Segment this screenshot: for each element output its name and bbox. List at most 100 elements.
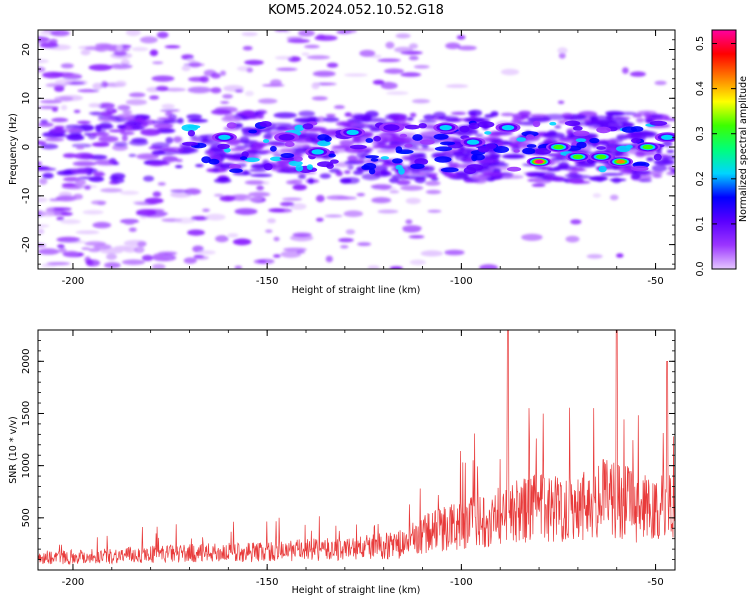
spectrogram-cell: [61, 183, 77, 187]
spectrogram-cell: [157, 182, 166, 186]
spectrogram-cell: [347, 155, 358, 162]
spectrogram-cell: [622, 67, 629, 74]
spectrogram-cell: [279, 148, 295, 154]
spectrogram-cell: [60, 211, 73, 216]
spectrogram-cell: [98, 135, 119, 143]
spectrogram-band-cell: [349, 144, 367, 150]
spectrogram-cell: [192, 245, 204, 253]
spectrogram-cell: [62, 250, 79, 257]
spectrogram-band-cell: [395, 164, 403, 170]
spectrogram-cell: [84, 185, 91, 190]
spectrogram-cell: [398, 114, 407, 120]
spectrogram-cell: [252, 142, 268, 147]
spectrogram-cell: [93, 172, 106, 177]
spectrogram-cell: [564, 173, 583, 178]
spectrogram-cell: [570, 219, 582, 225]
spectrogram-cell: [344, 73, 368, 77]
spectrogram-cell: [413, 65, 430, 69]
spectrogram-cell: [336, 196, 357, 200]
spectrogram-cell: [42, 172, 54, 179]
spectrogram-cell: [82, 210, 104, 215]
spectrogram-cell: [80, 49, 91, 56]
spectrogram-cell: [558, 52, 566, 59]
spectrogram-cell: [184, 188, 201, 195]
spectrogram-cell: [88, 103, 101, 108]
spectrogram-cell: [389, 177, 399, 184]
spectrogram-cell: [38, 122, 54, 127]
spectrogram-cell: [183, 257, 197, 264]
spectrogram-cell: [389, 266, 403, 269]
spectrogram-cell: [409, 112, 417, 118]
spectrogram-cell: [187, 229, 205, 236]
spectrogram-band-cell: [434, 156, 452, 163]
spectrogram-band-cell: [399, 133, 408, 138]
spectrogram-cell: [241, 32, 258, 37]
spectrogram-cell: [649, 114, 663, 119]
spectrogram-cell: [181, 65, 191, 72]
spectrogram-cell: [394, 46, 413, 53]
spectrogram-band-cell: [330, 159, 339, 164]
spectrogram-cell: [500, 68, 520, 76]
spectrogram-cell: [409, 43, 418, 49]
spectrogram-band-cell: [631, 165, 649, 172]
spectrogram-cell: [340, 245, 349, 249]
spectrogram-cell: [561, 112, 573, 118]
spectrogram-cell: [537, 175, 553, 179]
spectrogram-band-cell: [506, 166, 522, 172]
spectrogram-cell: [186, 114, 202, 120]
spectrogram-cell: [70, 168, 90, 175]
spectrogram-cell: [290, 203, 307, 210]
spectrogram-cell: [286, 180, 298, 185]
spectrogram-cell: [121, 259, 146, 266]
spectrogram-cell: [210, 72, 221, 79]
spectrogram-cell: [54, 125, 65, 129]
spectrogram-cell: [125, 99, 147, 106]
snr-x-ticks: -200 -150 -100 -50: [62, 330, 664, 588]
spectrogram-peak: [439, 125, 452, 131]
spectrogram-cell: [53, 207, 72, 212]
spectrogram-band-cell: [288, 160, 303, 166]
spectrogram-cell: [120, 131, 135, 135]
spectrogram-cell: [635, 151, 646, 158]
spectrogram-band-cell: [596, 126, 611, 134]
spectrogram-cell: [338, 238, 354, 243]
spectrogram-cell: [123, 221, 135, 225]
spectrogram-cell: [311, 96, 328, 101]
spectrogram-cell: [306, 55, 331, 60]
spectrogram-cell: [588, 115, 613, 121]
spectrogram-cell: [606, 112, 625, 117]
spectrogram-cell: [161, 161, 170, 166]
spectrogram-cell: [311, 82, 320, 90]
spectrogram-cell: [386, 91, 409, 95]
spectrogram-cell: [38, 248, 60, 255]
spectrogram-cell: [51, 117, 69, 123]
spectrogram-band-cell: [477, 145, 490, 153]
spectrogram-cell: [319, 173, 331, 179]
y-tick-label: 1500: [21, 401, 32, 426]
spectrogram-band-cell: [466, 164, 484, 171]
spectrogram-cell: [376, 149, 397, 153]
spectrogram-cell: [56, 236, 81, 243]
spectrogram-cell: [86, 259, 94, 266]
spectrogram-band-cell: [621, 126, 637, 133]
spectrogram-cell: [298, 30, 315, 37]
spectrogram-cell: [95, 125, 102, 132]
colorbar-ticks: 0.0 0.1 0.2 0.3 0.4 0.5: [695, 36, 736, 277]
spectrogram-cell: [356, 158, 365, 163]
spectrogram-band-cell: [419, 139, 435, 145]
spectrogram-cell: [144, 197, 164, 204]
spectrogram-cell: [325, 113, 336, 118]
y-tick-label: 0: [21, 144, 32, 150]
spectrogram-y-ticks: -20 -10 0 10 20: [21, 29, 675, 265]
spectrogram-peak: [616, 159, 626, 164]
spectrogram-band-cell: [395, 149, 414, 154]
spectrogram-cell: [49, 128, 66, 134]
spectrogram-cell: [170, 189, 188, 193]
spectrogram-band-cell: [616, 145, 631, 152]
spectrogram-cell: [235, 110, 255, 116]
spectrogram-band-cell: [414, 158, 429, 166]
spectrogram-cell: [40, 211, 55, 217]
spectrogram-cell: [489, 153, 501, 158]
spectrogram-cell: [75, 145, 85, 150]
spectrogram-cell: [452, 151, 465, 157]
